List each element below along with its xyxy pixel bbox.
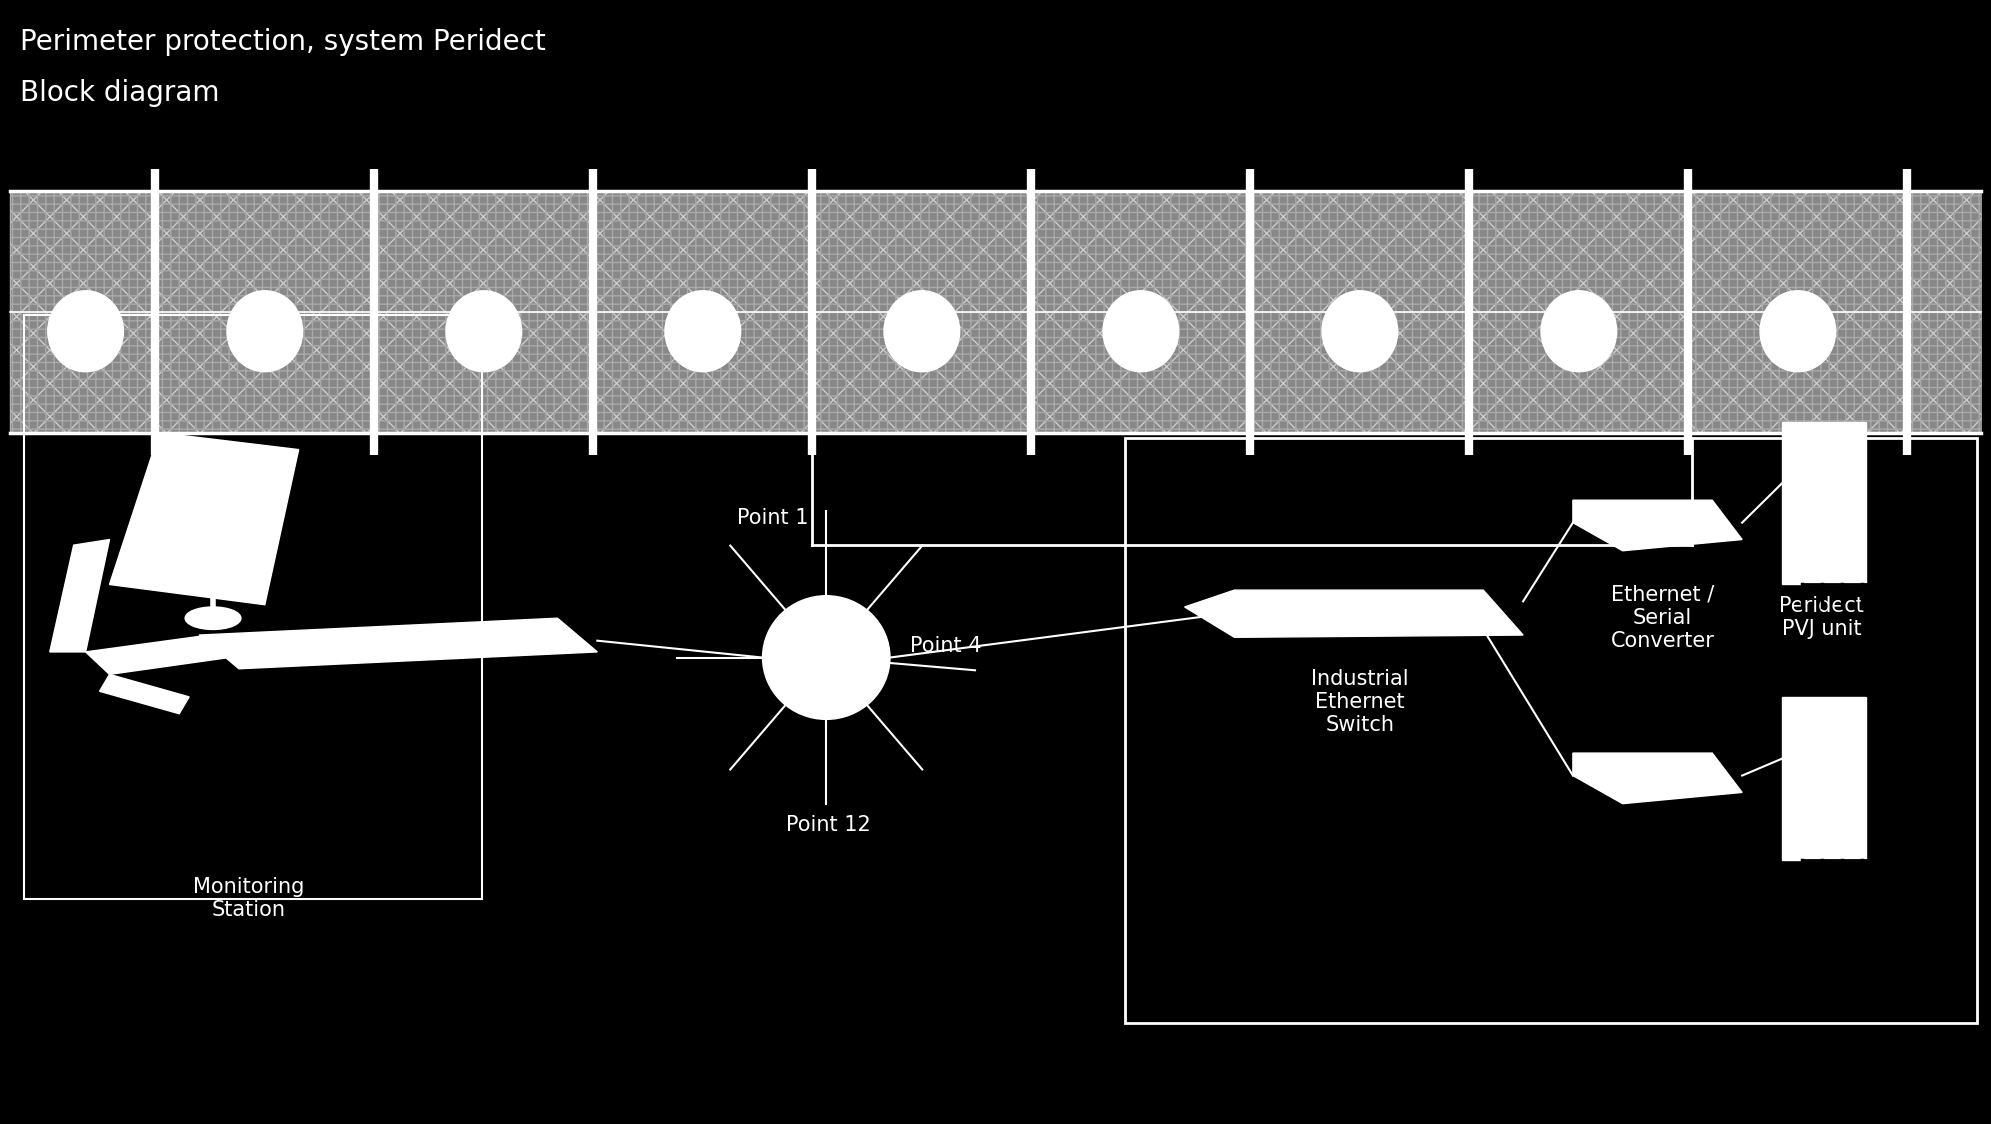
Polygon shape: [1573, 500, 1742, 551]
Text: Monitoring
Station: Monitoring Station: [193, 877, 305, 919]
Polygon shape: [1573, 753, 1742, 804]
Bar: [10, 191, 1981, 433]
Text: Industrial
Ethernet
Switch: Industrial Ethernet Switch: [1310, 669, 1410, 735]
Polygon shape: [50, 540, 110, 652]
Polygon shape: [1185, 590, 1523, 637]
Text: Point 12: Point 12: [786, 815, 872, 835]
Bar: [24, 315, 482, 899]
Bar: [10, 191, 1981, 433]
Text: Block diagram: Block diagram: [20, 79, 219, 107]
Bar: [1782, 422, 1866, 584]
Ellipse shape: [48, 291, 123, 372]
Ellipse shape: [763, 596, 890, 719]
Ellipse shape: [665, 291, 741, 372]
Polygon shape: [110, 433, 299, 605]
Polygon shape: [199, 618, 597, 669]
Polygon shape: [100, 674, 189, 714]
Polygon shape: [86, 635, 229, 674]
Text: Point 1: Point 1: [737, 508, 808, 528]
Bar: [1125, 438, 1977, 1023]
Text: Point 4: Point 4: [910, 636, 982, 656]
Bar: [10, 191, 1981, 433]
Ellipse shape: [884, 291, 960, 372]
Ellipse shape: [1322, 291, 1398, 372]
Text: Perimeter protection, system Peridect: Perimeter protection, system Peridect: [20, 28, 546, 56]
Bar: [1782, 697, 1866, 860]
Ellipse shape: [1760, 291, 1836, 372]
Ellipse shape: [446, 291, 522, 372]
Ellipse shape: [227, 291, 303, 372]
Ellipse shape: [185, 607, 241, 629]
Ellipse shape: [1103, 291, 1179, 372]
Ellipse shape: [1541, 291, 1617, 372]
Text: Peridect
PVJ unit: Peridect PVJ unit: [1780, 596, 1864, 638]
Text: Ethernet /
Serial
Converter: Ethernet / Serial Converter: [1611, 584, 1714, 651]
